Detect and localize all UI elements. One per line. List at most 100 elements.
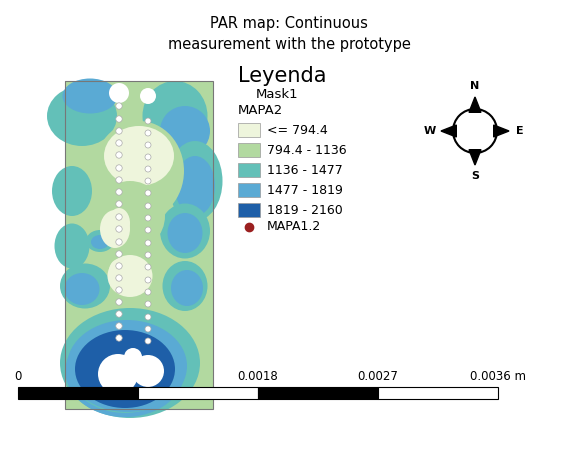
Ellipse shape bbox=[67, 320, 187, 412]
Bar bbox=[238, 143, 260, 157]
Bar bbox=[65, 81, 213, 409]
Bar bbox=[238, 203, 260, 217]
Circle shape bbox=[116, 214, 122, 220]
Circle shape bbox=[116, 323, 122, 329]
Circle shape bbox=[145, 130, 151, 136]
Circle shape bbox=[116, 275, 122, 281]
Text: MAPA2: MAPA2 bbox=[238, 104, 283, 117]
Circle shape bbox=[109, 83, 129, 103]
Text: <= 794.4: <= 794.4 bbox=[267, 123, 328, 137]
Circle shape bbox=[116, 165, 122, 171]
Ellipse shape bbox=[160, 203, 210, 259]
Text: 0.0018: 0.0018 bbox=[237, 370, 278, 383]
Circle shape bbox=[145, 301, 151, 307]
Text: 0.0027: 0.0027 bbox=[358, 370, 398, 383]
Circle shape bbox=[145, 118, 151, 124]
Circle shape bbox=[116, 128, 122, 134]
Circle shape bbox=[116, 287, 122, 293]
Text: E: E bbox=[516, 126, 524, 136]
Circle shape bbox=[145, 252, 151, 258]
Circle shape bbox=[145, 142, 151, 148]
Circle shape bbox=[124, 348, 142, 366]
Circle shape bbox=[116, 152, 122, 158]
Circle shape bbox=[116, 226, 122, 232]
Bar bbox=[258, 387, 378, 399]
Polygon shape bbox=[469, 97, 481, 112]
Text: N: N bbox=[470, 81, 479, 91]
Circle shape bbox=[145, 240, 151, 246]
Ellipse shape bbox=[160, 106, 210, 156]
Circle shape bbox=[116, 251, 122, 257]
Text: Mask1: Mask1 bbox=[256, 88, 299, 101]
Ellipse shape bbox=[175, 156, 215, 216]
Circle shape bbox=[145, 264, 151, 270]
Text: 1819 - 2160: 1819 - 2160 bbox=[267, 203, 343, 217]
Ellipse shape bbox=[54, 224, 90, 268]
Circle shape bbox=[145, 190, 151, 196]
Polygon shape bbox=[441, 125, 456, 137]
Bar bbox=[378, 387, 498, 399]
Text: Leyenda: Leyenda bbox=[238, 66, 327, 86]
Circle shape bbox=[116, 116, 122, 122]
Ellipse shape bbox=[108, 255, 152, 297]
Circle shape bbox=[145, 166, 151, 172]
Bar bbox=[238, 123, 260, 137]
Circle shape bbox=[116, 140, 122, 146]
Ellipse shape bbox=[108, 208, 130, 238]
Ellipse shape bbox=[75, 330, 175, 408]
Ellipse shape bbox=[91, 235, 109, 249]
Circle shape bbox=[145, 178, 151, 184]
Ellipse shape bbox=[171, 270, 203, 306]
Circle shape bbox=[145, 314, 151, 320]
Text: PAR map: Continuous
measurement with the prototype: PAR map: Continuous measurement with the… bbox=[167, 16, 411, 52]
Ellipse shape bbox=[95, 181, 165, 251]
Circle shape bbox=[132, 355, 164, 387]
Circle shape bbox=[116, 335, 122, 341]
Text: 0: 0 bbox=[14, 370, 21, 383]
Circle shape bbox=[98, 354, 138, 394]
Circle shape bbox=[145, 215, 151, 221]
Ellipse shape bbox=[104, 126, 174, 186]
Circle shape bbox=[145, 227, 151, 233]
Circle shape bbox=[116, 239, 122, 245]
Ellipse shape bbox=[47, 86, 117, 146]
Circle shape bbox=[145, 203, 151, 209]
Circle shape bbox=[116, 177, 122, 183]
Ellipse shape bbox=[109, 259, 129, 283]
Ellipse shape bbox=[167, 141, 222, 221]
Text: 1136 - 1477: 1136 - 1477 bbox=[267, 163, 343, 177]
Circle shape bbox=[116, 201, 122, 207]
Bar bbox=[65, 81, 213, 409]
Circle shape bbox=[145, 154, 151, 160]
Ellipse shape bbox=[60, 263, 110, 309]
Text: S: S bbox=[471, 171, 479, 181]
Ellipse shape bbox=[163, 261, 207, 311]
Bar bbox=[18, 387, 138, 399]
Circle shape bbox=[116, 263, 122, 269]
Text: 794.4 - 1136: 794.4 - 1136 bbox=[267, 144, 347, 156]
Ellipse shape bbox=[64, 273, 100, 305]
Ellipse shape bbox=[167, 213, 203, 253]
Circle shape bbox=[116, 311, 122, 317]
Bar bbox=[238, 163, 260, 177]
Circle shape bbox=[145, 326, 151, 332]
Circle shape bbox=[145, 289, 151, 295]
Circle shape bbox=[145, 338, 151, 344]
Ellipse shape bbox=[142, 81, 207, 151]
Text: 0.0036 m: 0.0036 m bbox=[470, 370, 526, 383]
Circle shape bbox=[116, 189, 122, 195]
Ellipse shape bbox=[88, 340, 168, 402]
Circle shape bbox=[116, 103, 122, 109]
Polygon shape bbox=[469, 150, 481, 165]
Text: 0.0009: 0.0009 bbox=[118, 370, 159, 383]
Text: W: W bbox=[424, 126, 436, 136]
Ellipse shape bbox=[60, 308, 200, 418]
Ellipse shape bbox=[94, 121, 184, 221]
Ellipse shape bbox=[52, 166, 92, 216]
Ellipse shape bbox=[100, 210, 130, 248]
Text: MAPA1.2: MAPA1.2 bbox=[267, 220, 321, 234]
Ellipse shape bbox=[63, 79, 118, 114]
Bar bbox=[238, 183, 260, 197]
Bar bbox=[138, 387, 258, 399]
Circle shape bbox=[116, 299, 122, 305]
